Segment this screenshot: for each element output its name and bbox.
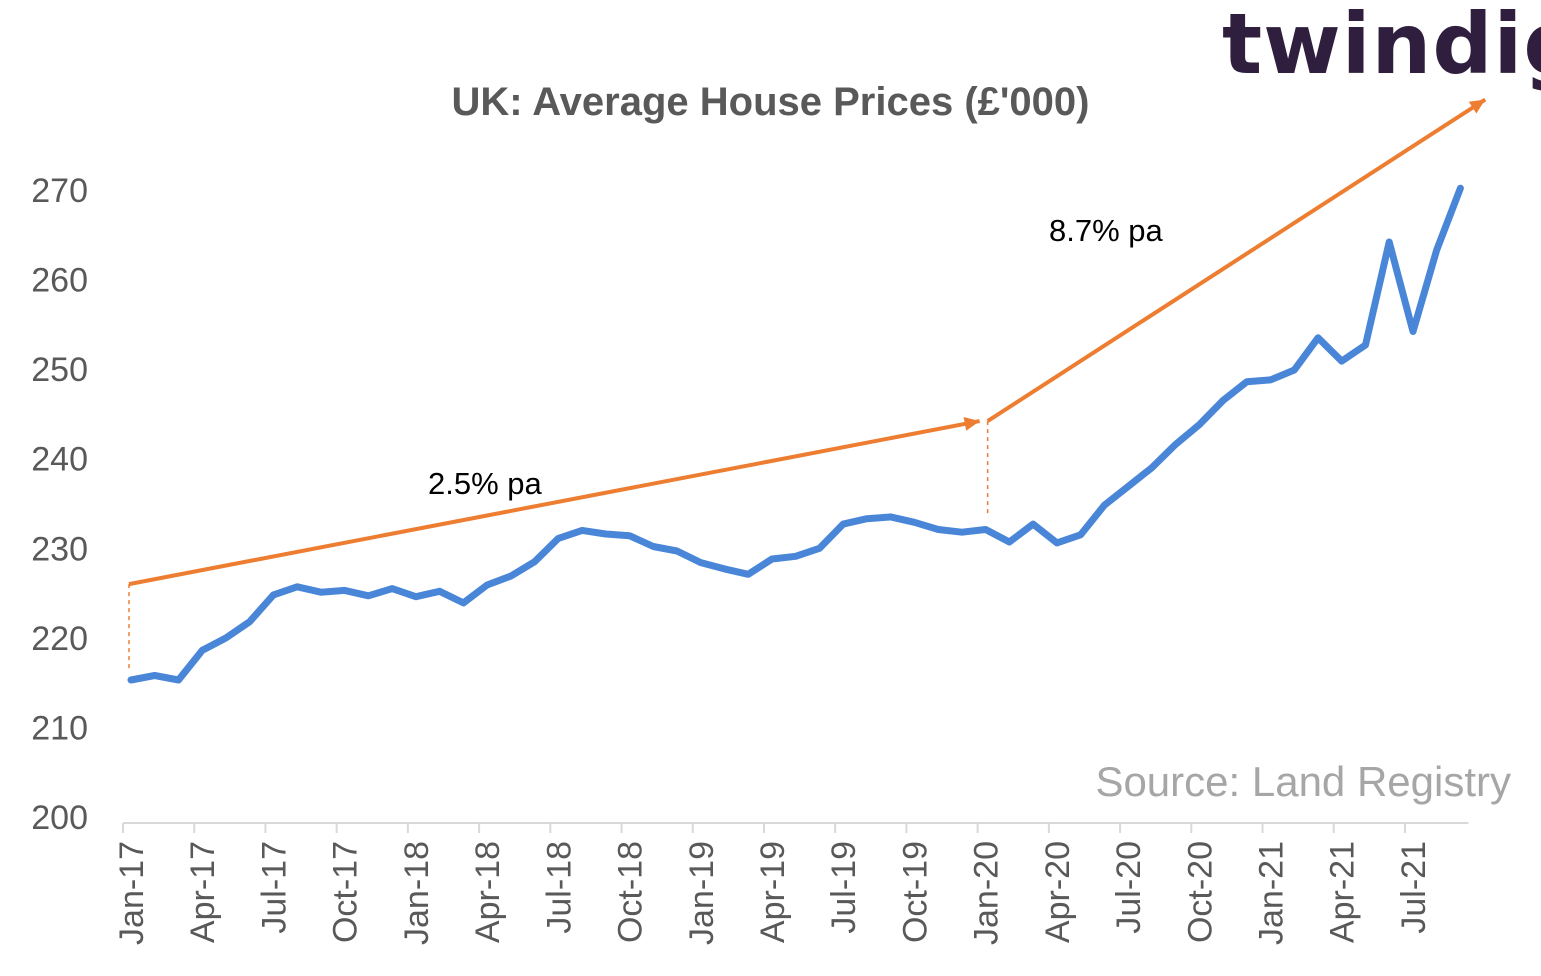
trend-arrow-head bbox=[963, 417, 980, 431]
x-tick-label: Jul-18 bbox=[540, 841, 578, 934]
x-tick-label: Oct-19 bbox=[896, 841, 934, 943]
trend-arrows bbox=[128, 97, 1487, 587]
trend-arrow-line bbox=[128, 419, 981, 587]
x-tick-label: Jan-18 bbox=[398, 841, 436, 945]
x-tick-label: Jul-17 bbox=[255, 841, 293, 934]
brand-logo-text: twindi bbox=[1222, 0, 1524, 93]
source-note: Source: Land Registry bbox=[1095, 758, 1511, 805]
x-tick-label: Oct-18 bbox=[612, 841, 650, 943]
annotation-guides bbox=[128, 421, 989, 672]
x-tick-label: Jul-19 bbox=[825, 841, 863, 934]
x-tick-label: Apr-19 bbox=[754, 841, 792, 943]
trend-arrow-head bbox=[1468, 99, 1486, 114]
x-tick-label: Apr-18 bbox=[469, 841, 507, 943]
x-tick-label: Jan-21 bbox=[1253, 841, 1291, 945]
brand-logo: twindig bbox=[1222, 0, 1541, 94]
y-tick-label: 210 bbox=[31, 709, 88, 747]
trend-label: 2.5% pa bbox=[428, 466, 543, 501]
y-tick-label: 230 bbox=[31, 530, 88, 568]
x-tick-label: Jul-21 bbox=[1395, 841, 1433, 934]
trend-arrow-line bbox=[986, 97, 1487, 423]
x-tick-label: Oct-17 bbox=[327, 841, 365, 943]
series-line bbox=[127, 184, 1464, 684]
x-tick-label: Jan-19 bbox=[683, 841, 721, 945]
y-tick-label: 260 bbox=[31, 262, 88, 300]
x-tick-label: Jan-17 bbox=[113, 841, 151, 945]
trend-label: 8.7% pa bbox=[1049, 213, 1164, 248]
x-tick-label: Apr-20 bbox=[1039, 841, 1077, 943]
y-tick-label: 200 bbox=[31, 799, 88, 837]
y-axis-labels: 200 210 220 230 240 250 260 270 bbox=[31, 172, 88, 837]
annotation-labels: 2.5% pa 8.7% pa bbox=[428, 213, 1164, 501]
y-tick-label: 270 bbox=[31, 172, 88, 210]
x-axis-ticks bbox=[122, 823, 1406, 833]
y-tick-label: 220 bbox=[31, 620, 88, 658]
x-tick-label: Jul-20 bbox=[1110, 841, 1148, 934]
x-tick-label: Jan-20 bbox=[968, 841, 1006, 945]
brand-logo-text-tail: g bbox=[1523, 0, 1541, 93]
chart-title: UK: Average House Prices (£'000) bbox=[451, 80, 1090, 124]
y-tick-label: 240 bbox=[31, 441, 88, 479]
x-tick-label: Oct-20 bbox=[1181, 841, 1219, 943]
y-tick-label: 250 bbox=[31, 351, 88, 389]
x-tick-label: Apr-17 bbox=[184, 841, 222, 943]
x-tick-label: Apr-21 bbox=[1324, 841, 1362, 943]
x-axis-labels: Jan-17 Apr-17 Jul-17 Oct-17 Jan-18 Apr-18 Jul-… bbox=[113, 841, 1433, 945]
